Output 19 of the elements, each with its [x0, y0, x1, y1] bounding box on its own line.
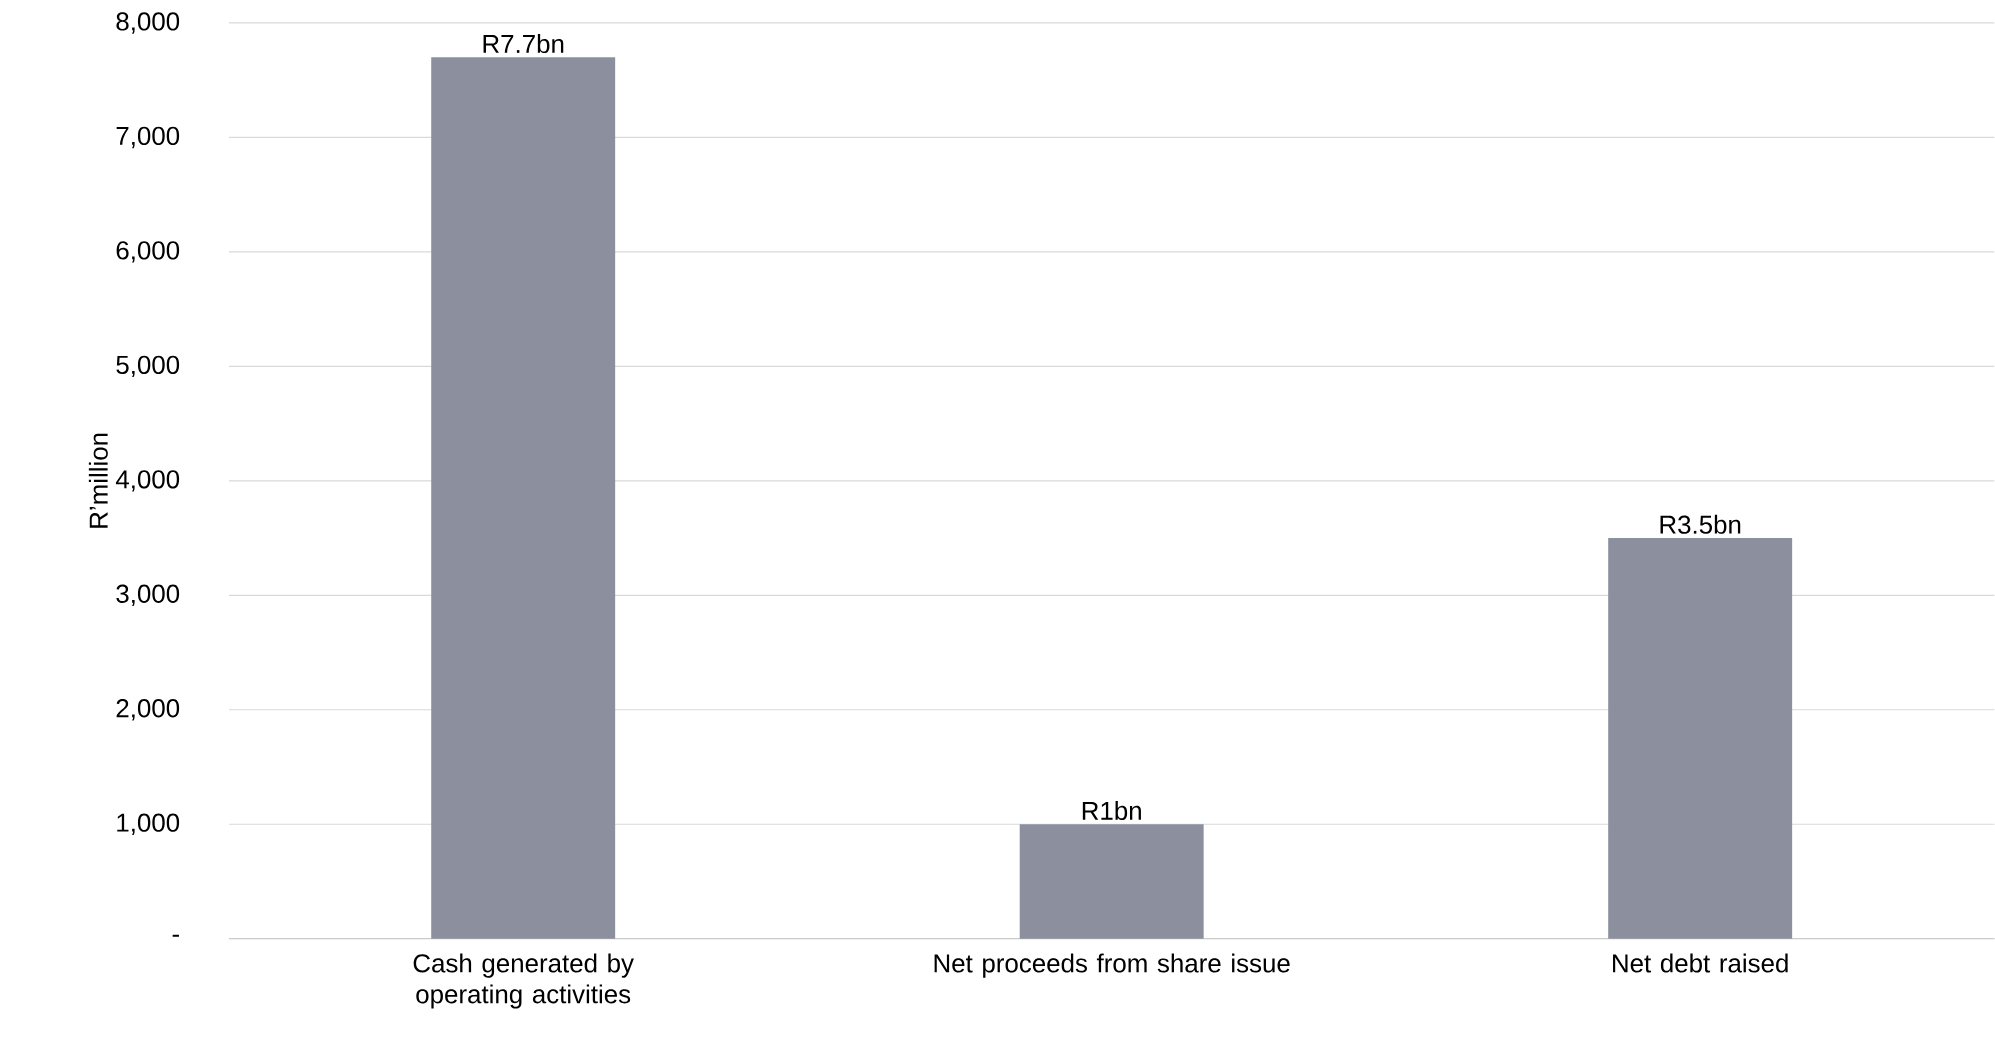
x-tick-label: Net debt raised: [1613, 953, 1788, 973]
y-tick-label: 5,000: [116, 355, 180, 378]
bar: [1608, 538, 1793, 939]
y-tick-label: 3,000: [116, 584, 180, 607]
data-label: R1bn: [1082, 801, 1141, 821]
bar: [431, 57, 616, 939]
y-tick-label: -: [172, 934, 179, 937]
data-label: R3.5bn: [1660, 515, 1741, 535]
y-tick-label: 1,000: [117, 813, 180, 836]
y-tick-label: 4,000: [115, 470, 180, 492]
y-tick-label: 7,000: [116, 126, 180, 149]
bar: [1019, 824, 1204, 939]
x-tick-label: Cash generated by operating activities: [413, 953, 634, 1009]
x-tick-label: Net proceeds from share issue: [934, 953, 1290, 978]
y-axis-title: R’million: [88, 433, 108, 528]
y-tick-label: 2,000: [116, 699, 180, 721]
data-label: R7.7bn: [483, 34, 564, 54]
y-tick-label: 6,000: [116, 241, 180, 263]
y-tick-label: 8,000: [116, 12, 180, 34]
